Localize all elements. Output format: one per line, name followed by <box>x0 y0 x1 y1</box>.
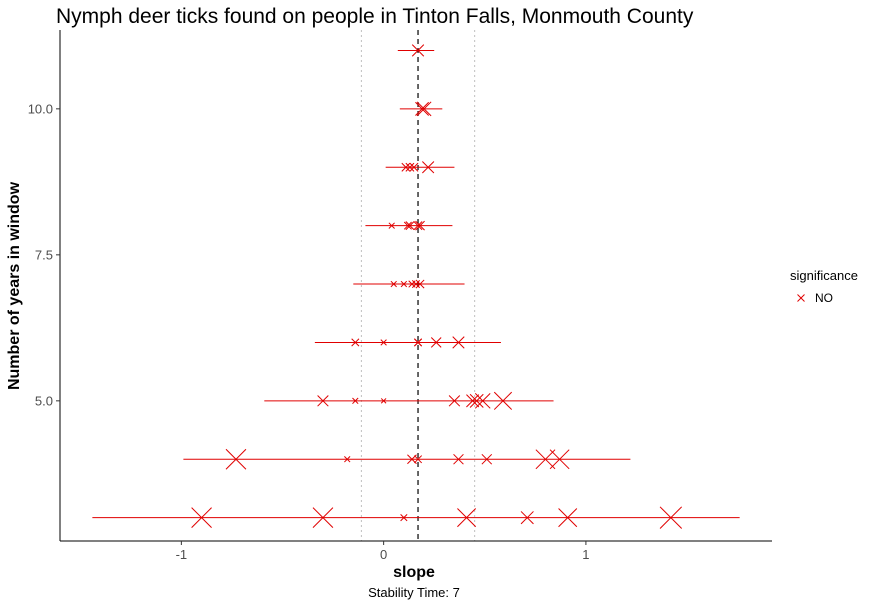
point-5-years-6 <box>469 393 484 408</box>
y-axis-title: Number of years in window <box>6 181 23 390</box>
y-axis-ticks: 5.0 7.5 10.0 <box>28 101 60 408</box>
x-tick-label: 0 <box>380 547 387 562</box>
point-4-years-8 <box>549 449 570 470</box>
point-3-years-3 <box>400 514 408 522</box>
point-6-years-4 <box>413 338 423 347</box>
x-axis-ticks: -1 0 1 <box>176 541 590 562</box>
point-6-years-5 <box>430 337 442 348</box>
point-3-years-4 <box>457 508 477 528</box>
point-7-years-5 <box>415 279 425 289</box>
point-7-years-1 <box>390 280 397 288</box>
point-6-years-6 <box>452 336 465 349</box>
legend-key-no: NO <box>797 291 833 305</box>
legend-label: NO <box>815 291 833 305</box>
point-5-years-1 <box>317 395 329 407</box>
point-5-years-8 <box>493 391 513 410</box>
point-8-years-3 <box>405 221 415 231</box>
point-9-years-3 <box>409 162 419 172</box>
caption: Stability Time: 7 <box>368 585 460 600</box>
slope-points <box>191 44 683 529</box>
point-5-years-3 <box>380 398 387 404</box>
point-4-years-5 <box>453 453 464 465</box>
point-3-years-5 <box>520 511 534 525</box>
point-8-years-4 <box>413 221 423 231</box>
point-9-years-4 <box>422 161 435 174</box>
chart-title: Nymph deer ticks found on people in Tint… <box>56 5 694 28</box>
legend: significance NO <box>790 268 858 305</box>
point-10-years-1 <box>415 101 430 116</box>
point-4-years-4 <box>413 455 423 464</box>
point-10-years-2 <box>416 101 432 117</box>
y-tick-label: 5.0 <box>35 393 53 408</box>
point-9-years-1 <box>401 162 411 172</box>
point-6-years-2 <box>380 339 387 346</box>
point-9-years-2 <box>405 162 415 172</box>
point-6-years-1 <box>351 338 360 347</box>
point-4-years-7 <box>535 449 556 470</box>
x-axis-title: slope <box>393 564 435 581</box>
point-11-years-1 <box>411 44 425 57</box>
point-5-years-5 <box>466 394 480 408</box>
point-4-years-6 <box>481 453 493 465</box>
confidence-intervals <box>92 49 740 519</box>
y-tick-label: 10.0 <box>28 101 53 116</box>
point-3-years-2 <box>312 507 334 528</box>
point-8-years-2 <box>403 221 412 230</box>
point-5-years-2 <box>352 397 359 405</box>
legend-title: significance <box>790 268 858 283</box>
point-3-years-1 <box>191 507 212 528</box>
x-tick-label: -1 <box>176 547 188 562</box>
x-tick-label: 1 <box>582 547 589 562</box>
point-8-years-5 <box>415 220 425 231</box>
point-5-years-4 <box>448 395 461 407</box>
point-5-years-7 <box>474 393 491 409</box>
point-3-years-6 <box>558 508 578 528</box>
point-4-years-1 <box>225 448 247 470</box>
point-7-years-2 <box>400 280 408 288</box>
point-8-years-1 <box>388 222 395 229</box>
y-tick-label: 7.5 <box>35 247 53 262</box>
point-3-years-7 <box>659 506 683 529</box>
point-7-years-4 <box>411 280 421 289</box>
point-4-years-2 <box>344 456 351 463</box>
